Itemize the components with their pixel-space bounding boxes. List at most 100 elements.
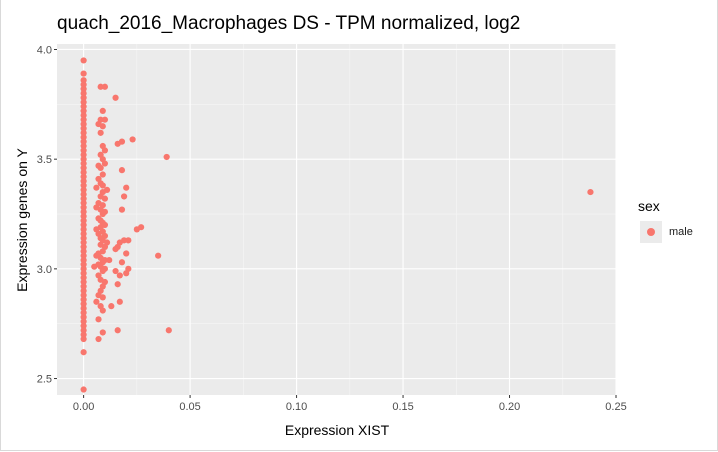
data-point bbox=[97, 83, 104, 90]
data-point bbox=[108, 303, 115, 310]
data-point bbox=[80, 103, 87, 110]
data-point bbox=[80, 252, 87, 259]
data-point bbox=[80, 283, 87, 290]
data-point bbox=[101, 83, 109, 90]
data-point bbox=[80, 178, 87, 185]
data-point bbox=[120, 237, 128, 244]
data-point bbox=[80, 296, 87, 303]
data-point bbox=[587, 188, 594, 196]
data-point bbox=[80, 278, 87, 286]
data-point bbox=[99, 107, 106, 115]
data-point bbox=[114, 281, 121, 288]
data-point bbox=[80, 221, 87, 229]
data-point bbox=[99, 329, 106, 336]
chart-title: quach_2016_Macrophages DS - TPM normaliz… bbox=[57, 13, 521, 34]
data-point bbox=[80, 129, 87, 136]
data-point bbox=[80, 107, 87, 115]
x-tick-label: 0.15 bbox=[392, 401, 413, 413]
data-point bbox=[80, 248, 87, 255]
data-point bbox=[118, 206, 126, 213]
data-point bbox=[114, 140, 121, 147]
data-point bbox=[80, 134, 87, 141]
data-point bbox=[80, 151, 87, 158]
data-point bbox=[99, 307, 106, 314]
legend-key bbox=[640, 221, 662, 243]
data-point bbox=[99, 182, 106, 189]
data-point bbox=[80, 243, 87, 251]
data-point bbox=[101, 116, 109, 123]
y-tick-label: 3.5 bbox=[37, 154, 52, 166]
x-tick-label: 0.10 bbox=[286, 401, 307, 413]
data-point bbox=[112, 267, 119, 275]
data-point bbox=[80, 90, 87, 97]
data-point bbox=[99, 171, 106, 178]
data-point bbox=[99, 123, 106, 130]
data-point bbox=[80, 81, 87, 88]
data-point bbox=[114, 327, 121, 334]
data-point bbox=[80, 292, 87, 299]
data-point bbox=[80, 120, 87, 128]
y-tick-label: 2.5 bbox=[37, 374, 52, 386]
data-point bbox=[123, 270, 130, 277]
data-point bbox=[80, 125, 87, 132]
data-point bbox=[80, 226, 87, 233]
data-point bbox=[80, 349, 87, 356]
y-tick-label: 3.0 bbox=[37, 264, 52, 276]
data-point bbox=[80, 169, 87, 176]
data-point bbox=[80, 142, 87, 150]
data-point bbox=[80, 147, 87, 154]
data-point bbox=[165, 327, 172, 334]
data-point bbox=[80, 327, 87, 334]
data-point bbox=[112, 246, 119, 253]
data-point bbox=[123, 184, 130, 191]
legend-label-male: male bbox=[669, 226, 693, 238]
data-point bbox=[80, 112, 87, 119]
data-point bbox=[101, 195, 109, 202]
data-point bbox=[80, 164, 87, 172]
data-point bbox=[80, 173, 87, 180]
data-point bbox=[80, 77, 87, 84]
x-axis: 0.00 0.05 0.10 0.15 0.20 0.25 bbox=[73, 395, 627, 413]
data-point bbox=[101, 147, 109, 154]
data-point bbox=[80, 191, 87, 198]
minor-gridlines bbox=[57, 44, 616, 395]
data-point bbox=[80, 261, 87, 268]
data-point bbox=[118, 259, 126, 266]
x-axis-label: Expression XIST bbox=[285, 422, 390, 438]
legend-title: sex bbox=[638, 198, 660, 214]
data-point bbox=[80, 217, 87, 224]
data-point bbox=[80, 331, 87, 338]
data-point bbox=[80, 322, 87, 329]
data-point bbox=[80, 230, 87, 237]
data-point bbox=[97, 164, 104, 172]
data-point bbox=[80, 195, 87, 202]
data-point bbox=[80, 70, 87, 77]
data-point bbox=[93, 184, 100, 191]
data-point bbox=[99, 267, 106, 275]
y-axis-label: Expression genes on Y bbox=[14, 147, 30, 291]
data-point bbox=[80, 300, 87, 308]
data-point bbox=[116, 272, 123, 279]
data-point bbox=[80, 318, 87, 325]
data-point bbox=[80, 156, 87, 163]
data-point bbox=[120, 193, 128, 200]
data-point bbox=[80, 265, 87, 272]
data-point bbox=[99, 210, 106, 218]
x-tick-label: 0.00 bbox=[73, 401, 94, 413]
data-point bbox=[80, 199, 87, 207]
data-point bbox=[80, 239, 87, 246]
y-tick-label: 4.0 bbox=[37, 44, 52, 56]
data-point bbox=[80, 335, 87, 343]
data-points bbox=[80, 57, 594, 393]
data-point bbox=[80, 235, 87, 242]
data-point bbox=[80, 213, 87, 220]
data-point bbox=[80, 314, 87, 321]
x-tick-label: 0.20 bbox=[499, 401, 520, 413]
data-point bbox=[163, 153, 170, 161]
data-point bbox=[80, 204, 87, 211]
data-point bbox=[116, 298, 123, 305]
data-point bbox=[155, 252, 162, 259]
data-point bbox=[95, 316, 102, 323]
data-point bbox=[80, 94, 87, 101]
data-point bbox=[80, 287, 87, 294]
